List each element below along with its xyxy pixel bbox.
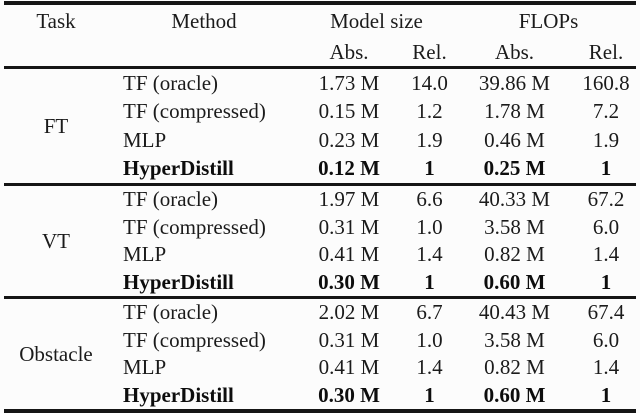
task-group-ft: FT TF (oracle) 1.73 M 14.0 39.86 M 160.8…: [0, 69, 640, 183]
table-row: TF (compressed) 0.31 M 1.0 3.58 M 6.0: [0, 214, 640, 242]
header-model-size-abs: Abs.: [329, 39, 369, 64]
table-row: MLP 0.23 M 1.9 0.46 M 1.9: [0, 126, 640, 155]
header-row-2: Abs. Rel. Abs. Rel.: [0, 38, 640, 66]
flops-abs-cell: 0.25 M: [483, 156, 546, 181]
flops-abs-cell: 40.43 M: [478, 300, 551, 325]
flops-abs-cell: 3.58 M: [484, 327, 545, 352]
method-cell: TF (compressed): [123, 214, 266, 239]
flops-rel-cell: 160.8: [582, 70, 630, 95]
model-size-rel-cell: 14.0: [411, 70, 448, 95]
table-row: TF (oracle) 1.97 M 6.6 40.33 M 67.2: [0, 186, 640, 214]
model-size-abs-cell: 0.23 M: [318, 127, 380, 152]
header-method: Method: [171, 9, 237, 33]
model-size-abs-cell: 0.41 M: [318, 242, 380, 267]
model-size-rel-cell: 1: [424, 156, 435, 181]
method-cell: TF (compressed): [123, 327, 266, 352]
model-size-abs-cell: 0.12 M: [318, 156, 380, 181]
method-cell: MLP: [123, 355, 167, 380]
header-model-size-rel: Rel.: [412, 39, 447, 64]
model-size-abs-cell: 0.15 M: [318, 99, 380, 124]
table-row: TF (compressed) 0.31 M 1.0 3.58 M 6.0: [0, 327, 640, 355]
method-cell: MLP: [123, 242, 167, 267]
flops-rel-cell: 6.0: [592, 214, 620, 239]
model-size-rel-cell: 6.6: [416, 187, 443, 212]
model-size-rel-cell: 1.9: [416, 127, 443, 152]
flops-abs-cell: 40.33 M: [478, 187, 551, 212]
model-size-abs-cell: 2.02 M: [318, 300, 380, 325]
table-row: MLP 0.41 M 1.4 0.82 M 1.4: [0, 241, 640, 269]
flops-rel-cell: 67.2: [587, 187, 625, 212]
model-size-abs-cell: 0.41 M: [318, 355, 380, 380]
method-cell: MLP: [123, 127, 167, 152]
model-size-abs-cell: 0.31 M: [318, 327, 380, 352]
method-cell: HyperDistill: [123, 156, 234, 181]
header-task: Task: [36, 9, 76, 33]
table-row-hyperdistill: HyperDistill 0.30 M 1 0.60 M 1: [0, 269, 640, 297]
model-size-abs-cell: 0.30 M: [318, 382, 380, 407]
flops-rel-cell: 7.2: [592, 99, 620, 124]
method-cell: TF (oracle): [123, 187, 219, 212]
model-size-abs-cell: 0.31 M: [318, 214, 380, 239]
flops-rel-cell: 1.9: [592, 127, 620, 152]
group-rule: [4, 183, 636, 186]
header-flops-abs: Abs.: [494, 39, 535, 64]
task-group-vt: VT TF (oracle) 1.97 M 6.6 40.33 M 67.2 T…: [0, 186, 640, 296]
flops-abs-cell: 0.82 M: [484, 242, 545, 267]
model-size-rel-cell: 1.0: [416, 327, 443, 352]
top-rule: [4, 1, 636, 5]
table-row: TF (compressed) 0.15 M 1.2 1.78 M 7.2: [0, 98, 640, 127]
method-cell: TF (oracle): [123, 70, 219, 95]
table-row: TF (oracle) 2.02 M 6.7 40.43 M 67.4: [0, 299, 640, 327]
model-size-rel-cell: 1.2: [416, 99, 443, 124]
flops-rel-cell: 6.0: [592, 327, 620, 352]
flops-abs-cell: 0.60 M: [483, 382, 546, 407]
header-flops: FLOPs: [518, 9, 579, 33]
header-flops-rel: Rel.: [588, 39, 624, 64]
flops-abs-cell: 3.58 M: [484, 214, 545, 239]
flops-abs-cell: 39.86 M: [478, 70, 551, 95]
flops-abs-cell: 0.46 M: [484, 127, 545, 152]
flops-rel-cell: 1.4: [592, 355, 620, 380]
table-row: TF (oracle) 1.73 M 14.0 39.86 M 160.8: [0, 69, 640, 98]
flops-rel-cell: 1: [600, 269, 612, 294]
model-size-abs-cell: 0.30 M: [318, 269, 380, 294]
table-row: MLP 0.41 M 1.4 0.82 M 1.4: [0, 354, 640, 382]
flops-rel-cell: 1.4: [592, 242, 620, 267]
table-row-hyperdistill: HyperDistill 0.30 M 1 0.60 M 1: [0, 382, 640, 410]
model-size-abs-cell: 1.97 M: [318, 187, 380, 212]
model-size-rel-cell: 1.4: [416, 355, 443, 380]
model-size-rel-cell: 1: [424, 382, 435, 407]
flops-rel-cell: 67.4: [587, 300, 625, 325]
flops-abs-cell: 1.78 M: [484, 99, 545, 124]
model-size-abs-cell: 1.73 M: [318, 70, 380, 95]
flops-abs-cell: 0.82 M: [484, 355, 545, 380]
method-cell: HyperDistill: [123, 269, 234, 294]
bottom-rule: [4, 409, 636, 413]
header-rule: [4, 66, 636, 69]
method-cell: TF (oracle): [123, 300, 219, 325]
model-size-rel-cell: 1: [424, 269, 435, 294]
flops-rel-cell: 1: [600, 382, 612, 407]
flops-rel-cell: 1: [600, 156, 612, 181]
flops-abs-cell: 0.60 M: [483, 269, 546, 294]
task-group-obstacle: Obstacle TF (oracle) 2.02 M 6.7 40.43 M …: [0, 299, 640, 409]
header-row-1: Task Method Model size FLOPs: [0, 5, 640, 38]
method-cell: TF (compressed): [123, 99, 266, 124]
model-size-rel-cell: 1.4: [416, 242, 443, 267]
header-model-size: Model size: [330, 9, 423, 33]
method-cell: HyperDistill: [123, 382, 234, 407]
table-row-hyperdistill: HyperDistill 0.12 M 1 0.25 M 1: [0, 155, 640, 184]
model-size-rel-cell: 1.0: [416, 214, 443, 239]
model-size-rel-cell: 6.7: [416, 300, 443, 325]
group-rule: [4, 296, 636, 299]
